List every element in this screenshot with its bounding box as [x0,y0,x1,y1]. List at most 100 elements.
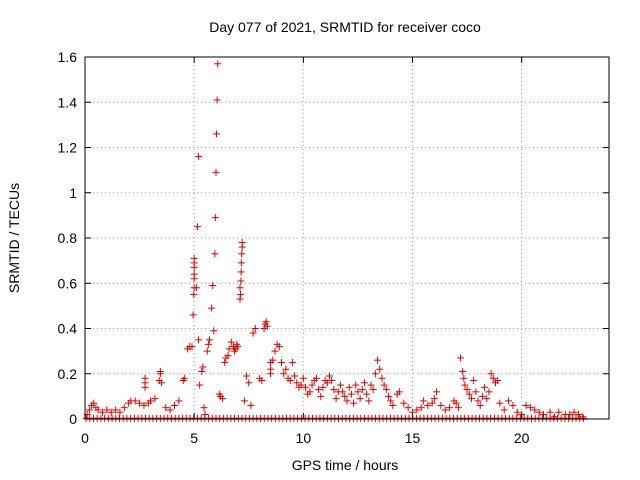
data-point [374,356,382,364]
y-tick-label: 1.4 [58,94,78,110]
data-point [404,404,412,412]
data-point [236,291,244,299]
axis-ticks: 0 0.2 0.4 0.6 0.8 1 1.2 1.4 1.6 0 5 10 15 20 [58,49,609,446]
data-point [282,365,290,373]
data-point [395,388,403,396]
data-point [341,392,349,400]
data-point [339,388,347,396]
data-point [262,318,270,326]
data-point [474,397,482,405]
baseline-points [82,414,587,422]
data-point [249,329,257,337]
data-point [136,399,144,407]
data-point [166,406,174,414]
x-tick-label: 20 [514,430,530,446]
x-tick-label: 10 [296,430,312,446]
data-point [196,381,204,389]
data-point [481,383,489,391]
data-point [263,322,271,330]
data-point [312,374,320,382]
data-point [467,395,475,403]
data-point [457,354,465,362]
data-point [347,390,355,398]
data-point [280,370,288,378]
data-point [243,372,251,380]
y-tick-label: 1.2 [58,140,78,156]
data-point [472,388,480,396]
data-point [234,343,242,351]
data-point [219,395,227,403]
data-point [275,343,283,351]
data-point [417,404,425,412]
data-point [211,214,219,222]
data-point [363,390,371,398]
data-point [209,282,217,290]
data-point [574,410,582,418]
x-axis-label: GPS time / hours [292,457,399,473]
data-point [213,96,221,104]
data-point [147,397,154,405]
data-point [470,377,478,385]
data-point [162,404,170,412]
data-point [214,60,222,68]
data-point [430,395,438,403]
y-tick-label: 0.4 [58,321,78,337]
data-point [240,397,248,405]
data-point [247,401,255,409]
data-point [271,347,279,355]
data-point [419,397,427,405]
data-point [441,406,449,414]
data-point [306,388,314,396]
data-point [489,374,497,382]
data-point [328,377,336,385]
data-point [131,397,139,405]
data-point [151,395,159,403]
data-point [463,386,471,394]
y-tick-label: 1 [69,185,77,201]
data-point [195,153,203,161]
data-point [94,406,102,414]
data-point [384,392,392,400]
data-point [378,374,386,382]
data-point [210,327,218,335]
data-point [387,397,395,405]
data-point [278,358,285,366]
data-point [483,395,491,403]
data-point [500,406,508,414]
data-point [330,386,338,394]
y-tick-label: 0.6 [58,275,78,291]
data-point [531,406,539,414]
data-point [237,268,245,276]
data-point [251,325,259,332]
data-point [221,358,229,366]
data-point [286,377,294,385]
data-point [555,408,563,416]
data-point [193,223,201,231]
data-point [319,383,327,391]
data-point [546,408,554,416]
data-point [380,381,388,389]
data-point [459,367,467,375]
data-point [308,381,316,389]
data-point [376,365,384,373]
x-tick-label: 15 [405,430,421,446]
data-point [211,250,219,258]
data-point [245,379,253,387]
data-point [205,336,213,344]
data-point [299,374,307,382]
data-points [82,60,587,422]
data-point [358,386,366,394]
data-point [354,388,362,396]
data-point [382,386,390,394]
data-point [258,377,266,385]
plot-frame [84,56,610,420]
data-point [485,388,493,396]
data-point [190,270,198,278]
data-point [505,397,513,405]
data-point [291,372,299,380]
data-point [570,408,578,416]
y-tick-label: 0.8 [58,230,78,246]
data-point [522,401,530,409]
data-point [212,168,220,176]
